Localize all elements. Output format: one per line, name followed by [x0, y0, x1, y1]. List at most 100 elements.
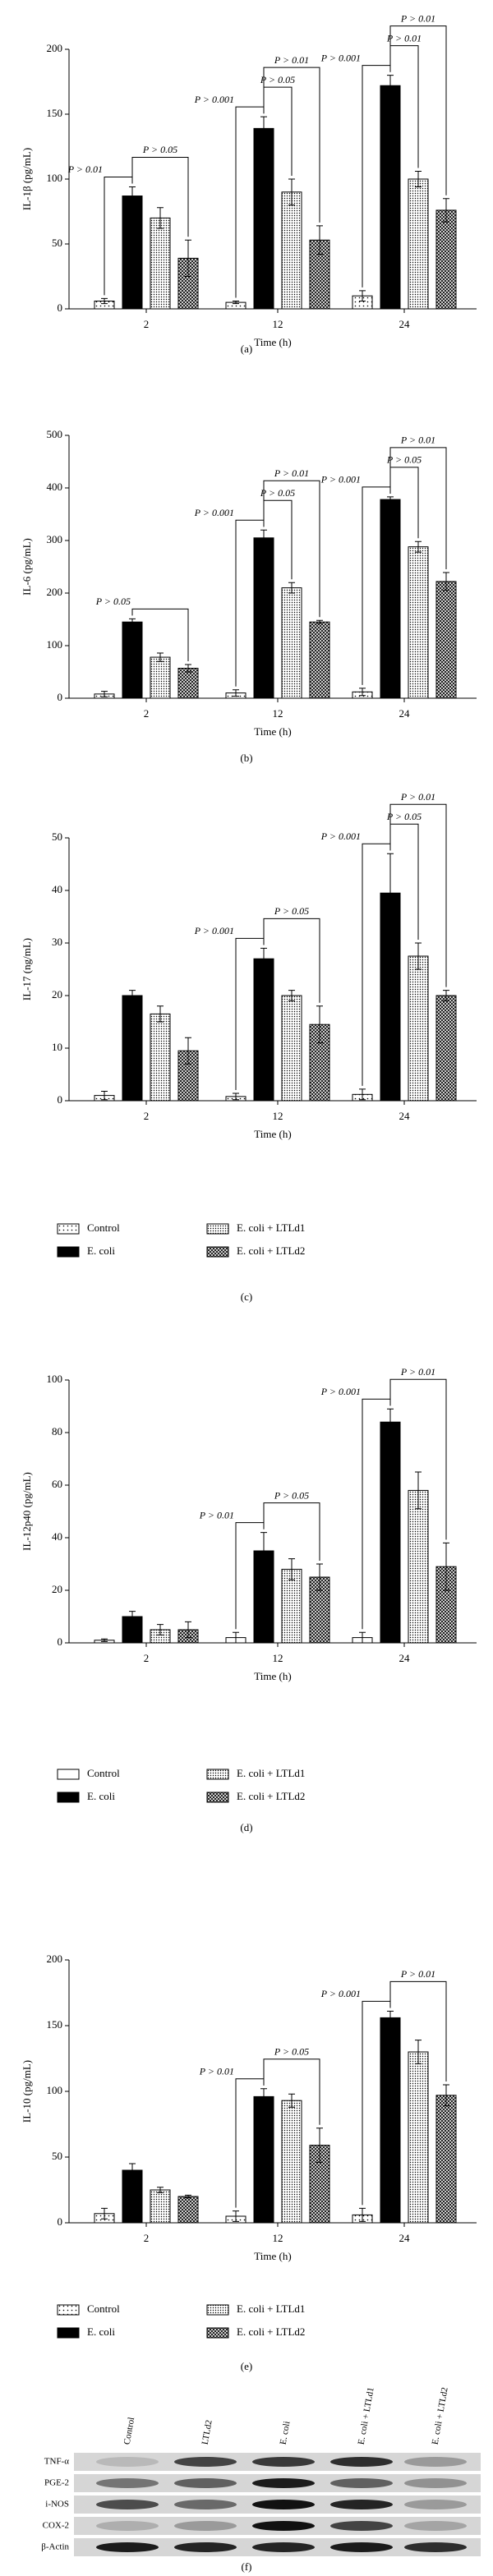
error-bar: [415, 942, 422, 970]
y-tick-label: 0: [58, 2215, 63, 2228]
blot-band: [252, 2521, 315, 2531]
bracket: [389, 803, 447, 987]
caption: (b): [240, 752, 252, 764]
legend-label: E. coli: [87, 1244, 115, 1257]
blot-band: [174, 2521, 237, 2531]
error-bar: [387, 496, 394, 503]
error-bar: [316, 1005, 323, 1044]
legend-swatch: [206, 1246, 229, 1258]
blot-band: [330, 2478, 393, 2488]
y-tick-label: 50: [52, 830, 62, 843]
y-tick-label: 0: [58, 1093, 63, 1106]
row-label: i-NOS: [45, 2500, 69, 2509]
legend-swatch: [206, 2327, 229, 2339]
caption: (f): [242, 2560, 252, 2573]
legend-swatch: [57, 1223, 80, 1235]
legend-label: Control: [87, 1767, 120, 1779]
x-tick-label: 24: [399, 707, 411, 720]
y-tick-label: 500: [47, 428, 63, 440]
bar: [408, 2051, 429, 2224]
error-bar: [288, 2093, 295, 2108]
blot-band: [404, 2457, 467, 2467]
x-tick-label: 12: [273, 2232, 283, 2244]
bar: [281, 995, 302, 1102]
error-bar: [288, 582, 295, 594]
bracket: [263, 2058, 320, 2125]
error-bar: [415, 171, 422, 187]
lane-label: E. coli + LTLd1: [357, 2386, 376, 2445]
legend-label: E. coli + LTLd2: [237, 1790, 305, 1802]
y-tick-label: 100: [47, 172, 63, 184]
error-bar: [185, 664, 191, 673]
y-tick-label: 100: [47, 638, 63, 651]
bracket: [389, 1980, 447, 2082]
bar: [281, 587, 302, 699]
x-tick-label: 2: [144, 2232, 150, 2244]
bracket: [263, 480, 320, 618]
y-tick-label: 20: [52, 988, 62, 1000]
bar: [122, 995, 143, 1102]
blot-band: [174, 2478, 237, 2488]
x-tick-label: 12: [273, 318, 283, 330]
error-bar: [233, 301, 239, 305]
lane-label: LTLd2: [200, 2419, 214, 2445]
blot-band: [96, 2521, 159, 2531]
caption: (a): [241, 343, 252, 355]
error-bar: [260, 947, 267, 970]
y-tick-label: 0: [58, 301, 63, 314]
error-bar: [129, 186, 136, 206]
error-bar: [288, 990, 295, 1001]
annotation: P > 0.001: [320, 830, 361, 842]
bar: [150, 217, 171, 310]
bar: [380, 499, 401, 699]
x-tick-label: 24: [399, 1652, 411, 1664]
error-bar: [260, 2088, 267, 2105]
x-tick-label: 2: [144, 1652, 150, 1664]
error-bar: [415, 1471, 422, 1510]
error-bar: [101, 1090, 108, 1101]
x-axis-label: Time (h): [254, 1128, 291, 1140]
error-bar: [233, 1631, 239, 1644]
annotation: P > 0.01: [400, 1968, 435, 1980]
error-bar: [233, 689, 239, 697]
error-bar: [101, 1638, 108, 1642]
annotation: P > 0.05: [274, 905, 309, 917]
error-bar: [443, 2084, 449, 2107]
x-tick-label: 12: [273, 1652, 283, 1664]
bar: [150, 1013, 171, 1102]
error-bar: [260, 529, 267, 546]
error-bar: [415, 2040, 422, 2064]
y-tick-label: 20: [52, 1583, 62, 1595]
y-axis-label: IL-1β (pg/mL): [21, 148, 33, 210]
caption: (c): [241, 1290, 252, 1303]
error-bar: [288, 178, 295, 206]
bracket: [131, 156, 189, 237]
error-bar: [387, 1408, 394, 1436]
blot-band: [252, 2457, 315, 2467]
annotation: P > 0.01: [199, 1509, 234, 1520]
error-bar: [443, 572, 449, 591]
annotation: P > 0.001: [194, 94, 234, 105]
x-tick-label: 24: [399, 1110, 411, 1122]
bracket: [263, 918, 320, 1003]
blot-band: [252, 2500, 315, 2509]
bar: [150, 656, 171, 699]
annotation: P > 0.01: [400, 1366, 435, 1378]
blot-band: [174, 2500, 237, 2509]
error-bar: [129, 618, 136, 626]
x-axis-label: Time (h): [254, 2250, 291, 2262]
annotation: P > 0.001: [320, 52, 361, 63]
error-bar: [157, 652, 164, 662]
bracket: [263, 67, 320, 223]
error-bar: [260, 116, 267, 141]
y-axis-label: IL-12p40 (pg/mL): [21, 1472, 33, 1551]
x-tick-label: 2: [144, 318, 150, 330]
annotation: P > 0.01: [274, 467, 309, 479]
bracket: [389, 447, 447, 570]
blot-band: [174, 2457, 237, 2467]
blot-band: [96, 2478, 159, 2488]
legend-swatch: [206, 2304, 229, 2316]
bar: [281, 2100, 302, 2224]
bar: [435, 995, 457, 1102]
annotation: P > 0.01: [386, 32, 422, 44]
